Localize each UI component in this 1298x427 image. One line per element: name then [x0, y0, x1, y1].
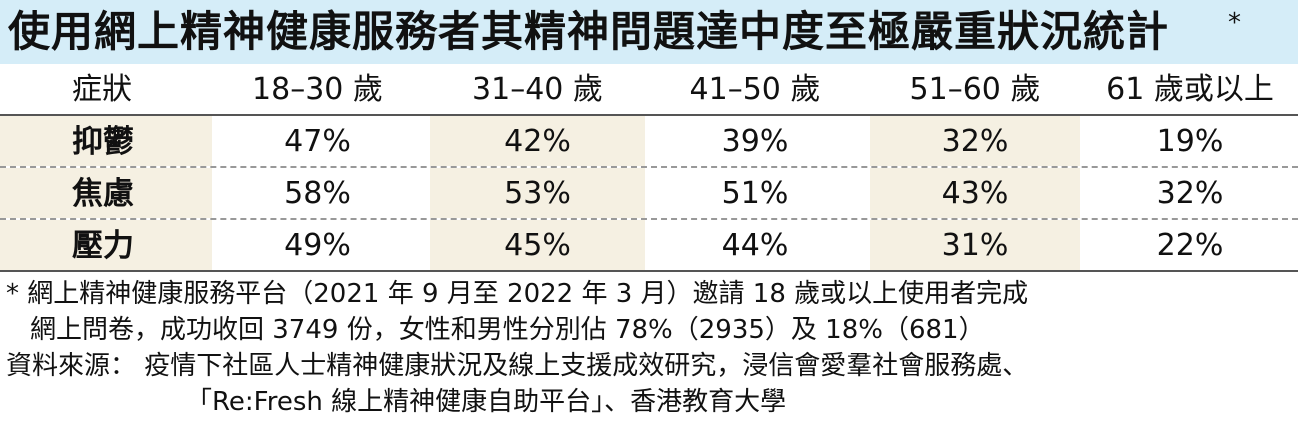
- table-row-anxiety: 焦慮 58% 53% 51% 43% 32%: [0, 168, 1298, 220]
- page-title: 使用網上精神健康服務者其精神問題達中度至極嚴重狀況統計: [8, 7, 1170, 56]
- header-age-41-50: 41–50 歲: [689, 72, 821, 107]
- row-label-depression: 抑鬱: [0, 116, 212, 166]
- cell-anxiety-61-plus: 32%: [1156, 176, 1224, 211]
- footnote-line-2: 網上問卷，成功收回 3749 份，女性和男性分別佔 78%（2935）及 18%…: [30, 315, 985, 345]
- title-bar: 使用網上精神健康服務者其精神問題達中度至極嚴重狀況統計 *: [0, 0, 1298, 64]
- cell-depression-61-plus: 19%: [1156, 124, 1224, 159]
- header-age-51-60: 51–60 歲: [909, 72, 1041, 107]
- cell-depression-41-50: 39%: [721, 124, 789, 159]
- header-symptom: 症狀: [72, 72, 132, 107]
- cell-depression-18-30: 47%: [284, 124, 351, 159]
- cell-depression-31-40: 42%: [430, 116, 645, 166]
- row-label-stress: 壓力: [0, 220, 212, 270]
- footnote-line-1: * 網上精神健康服務平台（2021 年 9 月至 2022 年 3 月）邀請 1…: [6, 279, 1029, 309]
- cell-stress-31-40: 45%: [430, 220, 645, 270]
- source-line-2: 「Re:Fresh 線上精神健康自助平台」、香港教育大學: [186, 387, 787, 417]
- title-footnote-marker: *: [1228, 8, 1241, 38]
- header-age-61-plus: 61 歲或以上: [1106, 72, 1274, 107]
- header-age-31-40: 31–40 歲: [472, 72, 603, 107]
- cell-stress-51-60: 31%: [870, 220, 1080, 270]
- table-row-depression: 抑鬱 47% 42% 39% 32% 19%: [0, 116, 1298, 168]
- row-label-anxiety: 焦慮: [0, 168, 212, 218]
- cell-stress-61-plus: 22%: [1156, 228, 1224, 263]
- cell-anxiety-31-40: 53%: [430, 168, 645, 218]
- table-row-stress: 壓力 49% 45% 44% 31% 22%: [0, 220, 1298, 272]
- cell-stress-41-50: 44%: [721, 228, 789, 263]
- table-header-row: 症狀 18–30 歲 31–40 歲 41–50 歲 51–60 歲 61 歲或…: [0, 64, 1298, 116]
- cell-stress-18-30: 49%: [284, 228, 351, 263]
- source-line-1: 資料來源： 疫情下社區人士精神健康狀況及線上支援成效研究，浸信會愛羣社會服務處、: [6, 351, 1029, 381]
- cell-anxiety-18-30: 58%: [284, 176, 351, 211]
- header-age-18-30: 18–30 歲: [252, 72, 383, 107]
- cell-depression-51-60: 32%: [870, 116, 1080, 166]
- cell-anxiety-41-50: 51%: [721, 176, 789, 211]
- cell-anxiety-51-60: 43%: [870, 168, 1080, 218]
